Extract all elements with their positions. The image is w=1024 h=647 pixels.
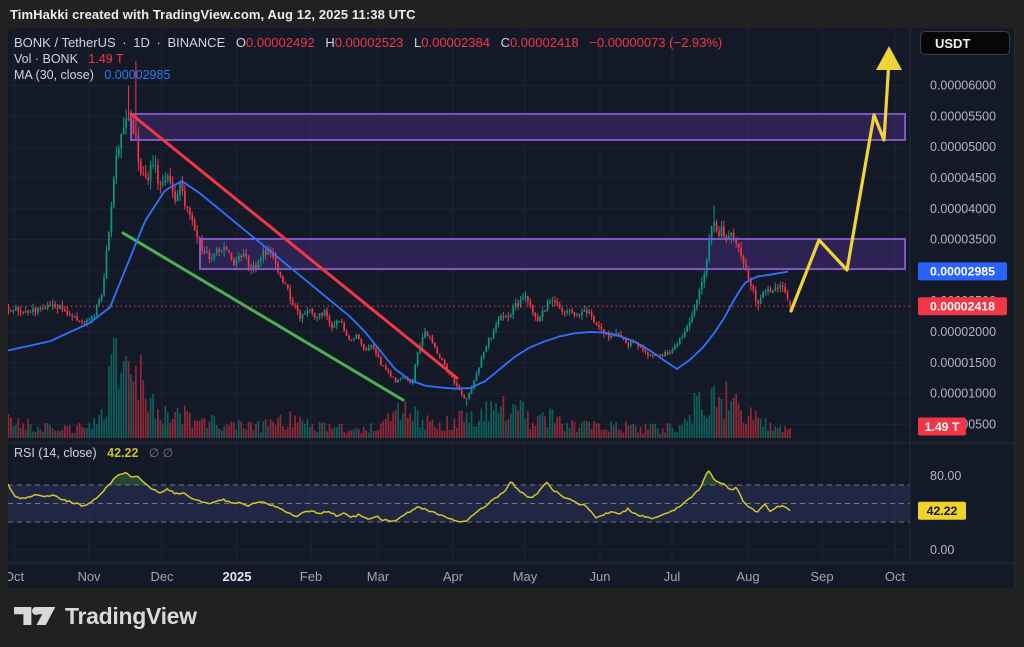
- svg-text:Dec: Dec: [150, 569, 174, 584]
- red-downtrend-line[interactable]: [129, 112, 459, 380]
- svg-text:0.00005000: 0.00005000: [930, 140, 996, 154]
- high-value: 0.00002523: [334, 35, 404, 50]
- svg-text:Aug: Aug: [736, 569, 759, 584]
- svg-text:Jul: Jul: [664, 569, 681, 584]
- tradingview-mark-icon: [14, 606, 56, 626]
- rsi-overbought-fill: [8, 471, 790, 485]
- supply-zones-fill: [131, 113, 905, 269]
- svg-text:Jun: Jun: [590, 569, 611, 584]
- volume-label: Vol · BONK: [14, 51, 78, 66]
- svg-text:Sep: Sep: [810, 569, 833, 584]
- open-label: O: [235, 35, 246, 50]
- axis-value-chips: 0.00002985 0.00002418 1.49 T 42.22: [918, 262, 1007, 520]
- pane-separators: [8, 28, 1015, 588]
- symbol-name[interactable]: BONK / TetherUS: [14, 35, 116, 50]
- svg-text:0.00005500: 0.00005500: [930, 109, 996, 123]
- rsi-legend[interactable]: RSI (14, close) 42.22 ∅ ∅: [14, 446, 173, 460]
- interval-label[interactable]: 1D: [133, 35, 150, 50]
- chart-canvas[interactable]: 0.00006000 0.00005500 0.00005000 0.00004500…: [4, 28, 1015, 588]
- close-value: 0.00002418: [509, 35, 579, 50]
- svg-text:0.00002418: 0.00002418: [930, 300, 995, 314]
- svg-text:0.00002985: 0.00002985: [930, 265, 995, 279]
- green-downtrend-line[interactable]: [121, 231, 405, 402]
- currency-toggle-button[interactable]: USDT: [920, 31, 1010, 55]
- chart-widget: 0.00006000 0.00005500 0.00005000 0.00004500…: [4, 28, 1015, 588]
- symbol-legend[interactable]: BONK / TetherUS · 1D · BINANCE O0.000024…: [14, 35, 722, 84]
- svg-text:Feb: Feb: [300, 569, 322, 584]
- svg-text:0.00004500: 0.00004500: [930, 171, 996, 185]
- svg-text:0.00002000: 0.00002000: [930, 325, 996, 339]
- open-value: 0.00002492: [246, 35, 315, 50]
- rsi-chip: [918, 501, 966, 520]
- svg-text:1.49 T: 1.49 T: [925, 420, 960, 434]
- volume-bars: [7, 338, 791, 438]
- svg-text:0.00006000: 0.00006000: [930, 79, 996, 93]
- tradingview-wordmark: TradingView: [65, 602, 197, 629]
- time-axis-labels[interactable]: Oct Nov Dec 2025 Feb Mar Apr May Jun Jul Aug Sep Oct: [4, 569, 906, 584]
- chart-svg[interactable]: 0.00006000 0.00005500 0.00005000 0.00004500…: [4, 28, 1015, 588]
- rsi-label: RSI (14, close): [14, 446, 97, 460]
- svg-text:80.00: 80.00: [930, 469, 961, 483]
- svg-text:Oct: Oct: [885, 569, 906, 584]
- volume-chip: [918, 417, 966, 436]
- volume-row[interactable]: Vol · BONK 1.49 T: [14, 52, 722, 68]
- ma-value: 0.00002985: [104, 68, 171, 82]
- svg-text:May: May: [513, 569, 538, 584]
- attribution-text: TimHakki created with TradingView.com, A…: [10, 7, 416, 22]
- rsi-value: 42.22: [107, 446, 139, 460]
- high-label: H: [325, 35, 335, 50]
- last-price-chip: [918, 297, 1007, 316]
- volume-value: 1.49 T: [88, 51, 124, 66]
- svg-text:Apr: Apr: [443, 569, 464, 584]
- ma-label: MA (30, close): [14, 68, 94, 82]
- svg-text:Nov: Nov: [77, 569, 101, 584]
- tradingview-logo[interactable]: TradingView: [14, 602, 197, 630]
- change-value: −0.00000073 (−2.93%): [589, 35, 723, 50]
- svg-text:0.00004000: 0.00004000: [930, 202, 996, 216]
- svg-text:Oct: Oct: [8, 569, 24, 584]
- low-label: L: [414, 35, 422, 50]
- svg-text:42.22: 42.22: [927, 504, 958, 518]
- ma-price-chip: [918, 262, 1007, 281]
- supply-zones-border: [130, 112, 906, 270]
- svg-text:0.00003500: 0.00003500: [930, 233, 996, 247]
- symbol-title-row[interactable]: BONK / TetherUS · 1D · BINANCE O0.000024…: [14, 35, 723, 50]
- close-label: C: [500, 35, 510, 50]
- svg-text:Mar: Mar: [367, 569, 390, 584]
- svg-text:0.00: 0.00: [930, 543, 954, 557]
- ma-row[interactable]: MA (30, close) 0.00002985: [14, 68, 722, 84]
- ma-line: [7, 180, 789, 390]
- rsi-band: [8, 484, 910, 523]
- svg-text:0.00001000: 0.00001000: [930, 387, 996, 401]
- projection-arrow[interactable]: [789, 46, 902, 313]
- svg-text:2025: 2025: [223, 569, 252, 584]
- upper-supply-zone: [131, 113, 905, 140]
- rsi-ghost-icons: ∅ ∅: [148, 446, 174, 460]
- low-value: 0.00002384: [421, 35, 490, 50]
- price-axis-labels[interactable]: 0.00006000 0.00005500 0.00005000 0.00004500…: [930, 79, 996, 557]
- exchange-label: BINANCE: [167, 35, 226, 50]
- rsi-line: [7, 470, 791, 523]
- svg-text:0.00001500: 0.00001500: [930, 356, 996, 370]
